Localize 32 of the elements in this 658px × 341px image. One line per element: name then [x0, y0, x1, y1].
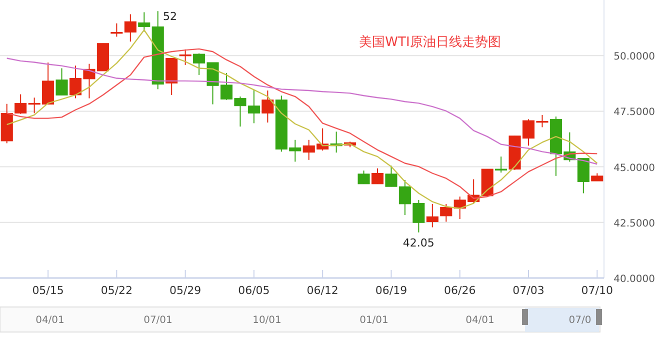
y-tick-label: 42.5000 [614, 218, 655, 230]
x-tick-label: 07/10 [581, 284, 613, 297]
text: 01/01 [360, 315, 388, 326]
text: 10/01 [252, 315, 282, 326]
candlestick [371, 168, 384, 184]
candlestick [138, 12, 150, 32]
text: 04/01 [466, 315, 494, 326]
candlestick [426, 203, 438, 228]
text: 07/01 [144, 315, 172, 326]
y-tick-label: 40.0000 [614, 274, 655, 285]
text: 04/01 [36, 315, 64, 326]
x-tick-label: 07/03 [512, 284, 544, 297]
x-tick-label: 05/22 [100, 284, 133, 297]
candlestick [440, 203, 452, 222]
y-tick-label: 47.5000 [614, 107, 655, 118]
x-tick-label: 06/26 [444, 284, 476, 297]
text: 07/0 [568, 315, 592, 326]
text: 美国WTI原油日线走势图 [359, 34, 501, 50]
x-tick-label: 06/05 [238, 284, 270, 297]
candlestick [262, 90, 274, 124]
candlestick [358, 170, 370, 184]
annotation: 52 [163, 10, 177, 23]
x-tick-label: 05/29 [169, 284, 202, 297]
x-tick-label: 06/19 [375, 284, 408, 297]
y-tick-label: 50.0000 [614, 52, 655, 63]
candlestick [179, 48, 192, 66]
y-tick-label: 45.0000 [614, 162, 655, 174]
candlestick [56, 68, 68, 96]
candlestick [495, 156, 508, 174]
x-tick-label: 06/12 [306, 284, 338, 297]
annotation: 42.05 [402, 236, 434, 250]
x-tick-label: 05/15 [32, 284, 64, 297]
